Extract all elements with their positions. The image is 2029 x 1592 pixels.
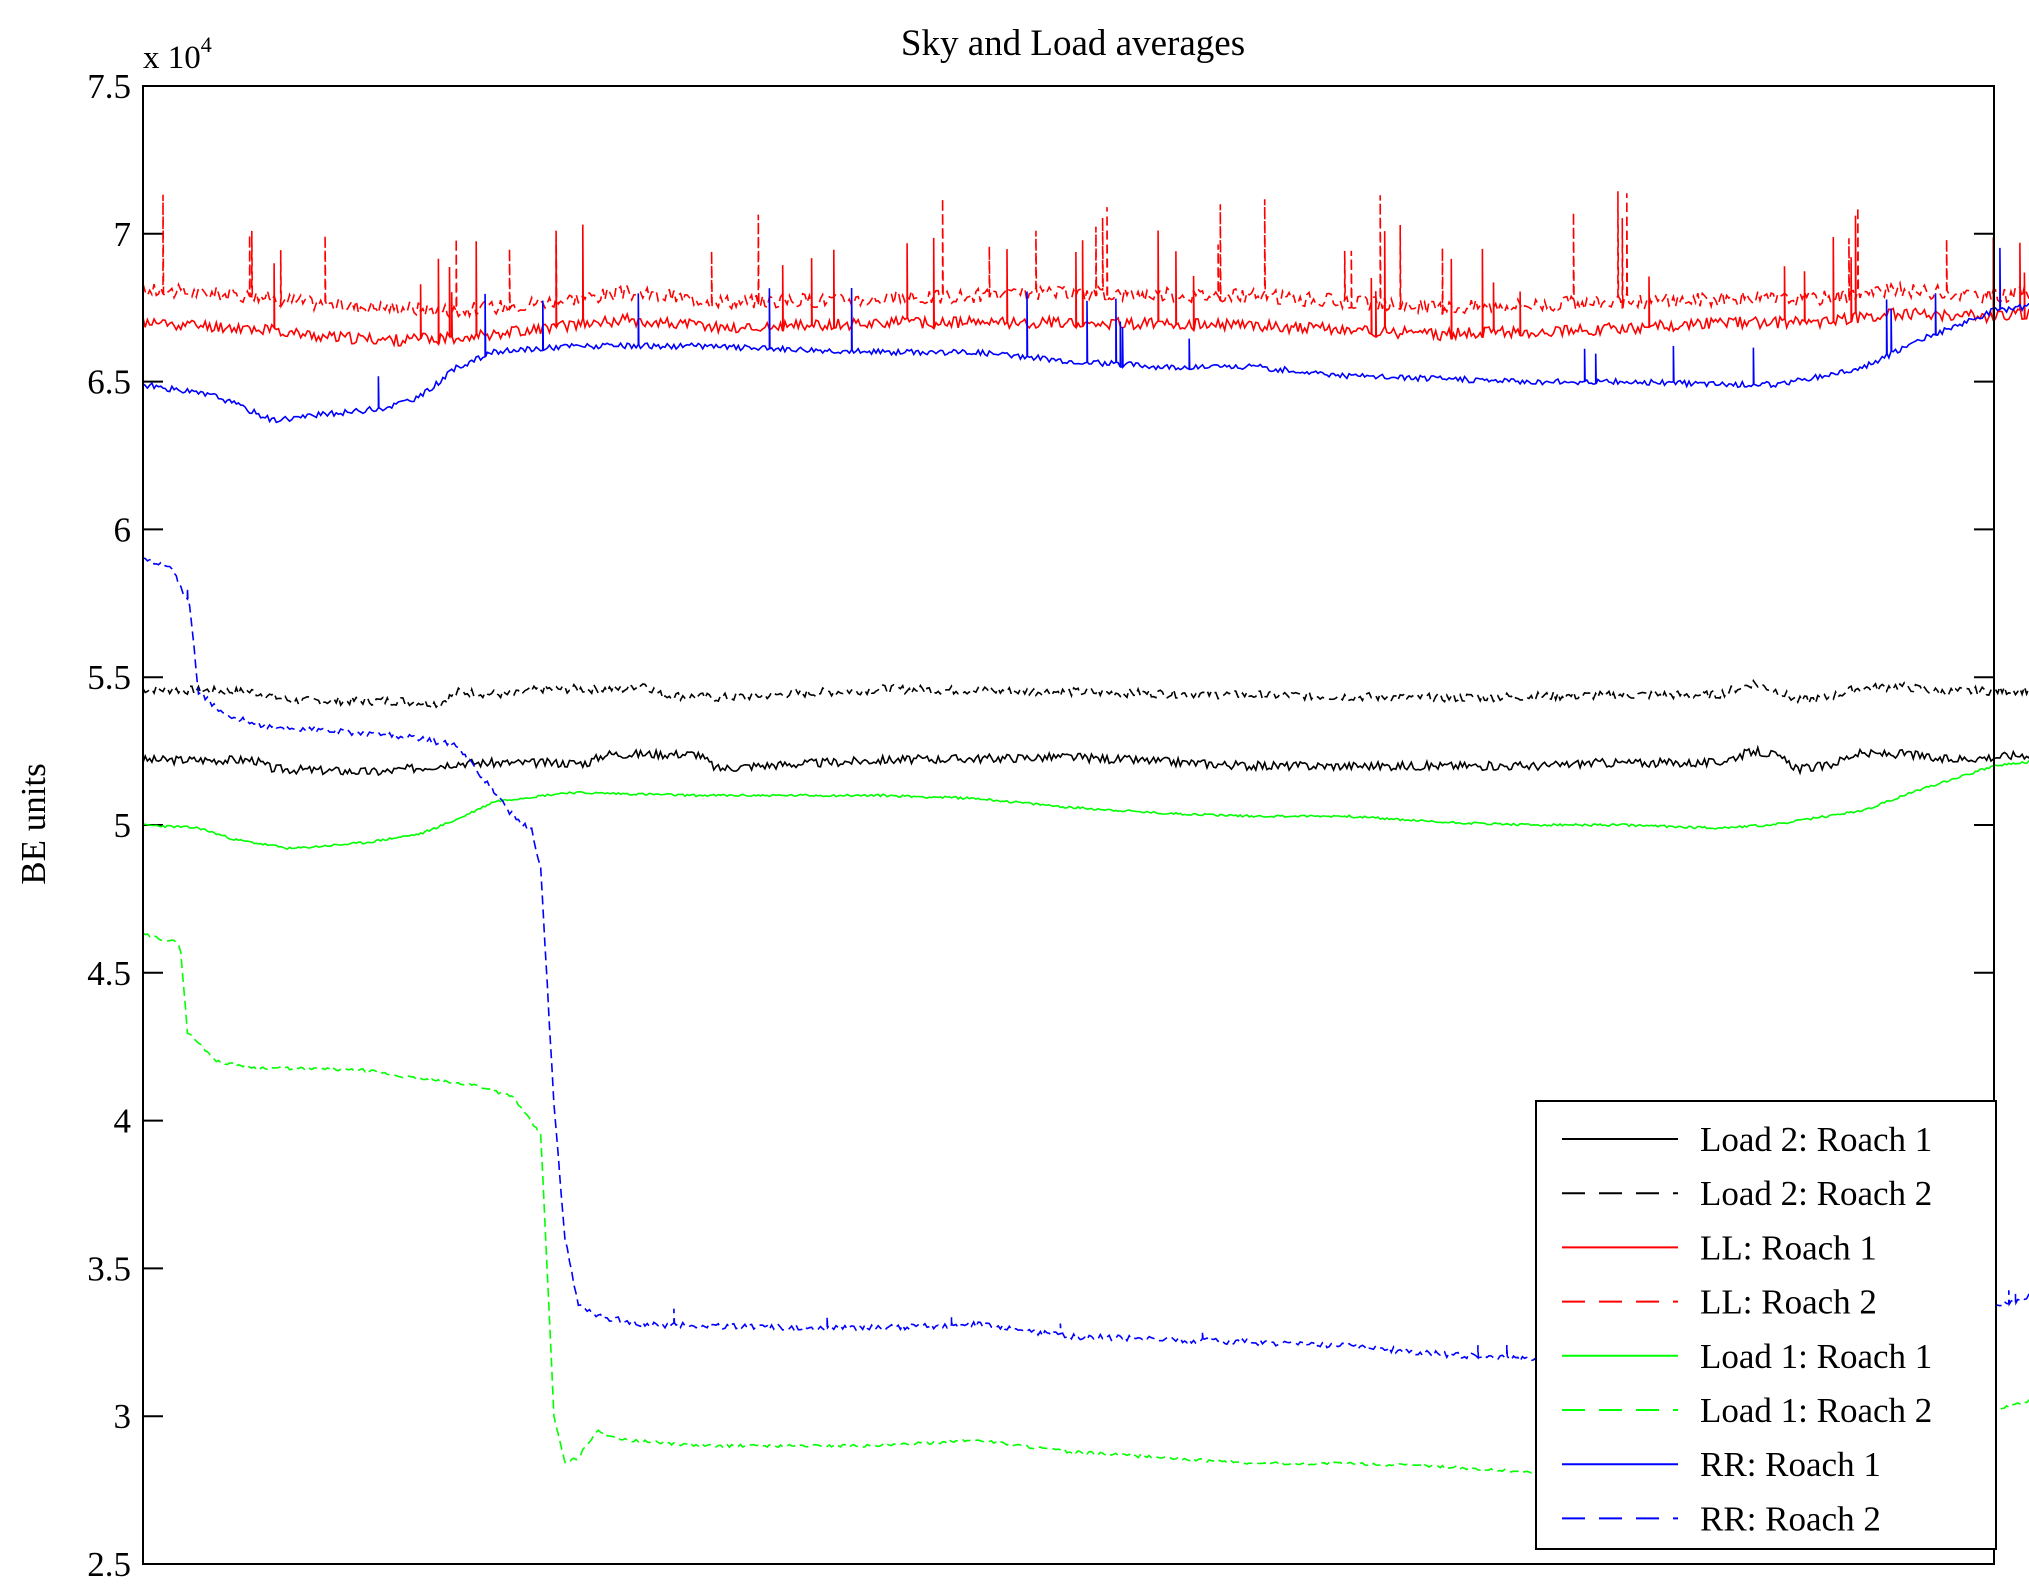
legend-label: Load 2: Roach 1 xyxy=(1700,1120,1932,1159)
y-tick-label: 5 xyxy=(114,806,132,845)
legend-label: Load 2: Roach 2 xyxy=(1700,1174,1932,1213)
y-axis-label: BE units xyxy=(14,763,53,885)
y-multiplier-base: x 10 xyxy=(143,40,201,76)
y-multiplier-label: x 104 xyxy=(143,32,212,76)
series-line-7 xyxy=(142,247,2029,424)
legend-label: Load 1: Roach 1 xyxy=(1700,1337,1932,1376)
series-line-2 xyxy=(142,678,2029,709)
series-line-5 xyxy=(142,760,2029,850)
y-tick-label: 7 xyxy=(114,215,132,254)
legend-label: LL: Roach 1 xyxy=(1700,1228,1877,1267)
series-line-4 xyxy=(142,191,2029,320)
legend-label: LL: Roach 2 xyxy=(1700,1283,1877,1322)
y-tick-label: 7.5 xyxy=(87,67,131,106)
plot-frame xyxy=(142,85,1995,1565)
chart-title: Sky and Load averages xyxy=(901,23,1245,64)
legend-box xyxy=(1535,1100,1997,1550)
y-multiplier-exponent: 4 xyxy=(201,32,212,57)
y-tick-label: 3 xyxy=(114,1397,132,1436)
legend: Load 2: Roach 1 Load 2: Roach 2 LL: Roach … xyxy=(1535,1100,1997,1550)
series-line-3 xyxy=(142,215,2029,348)
legend-label: Load 1: Roach 2 xyxy=(1700,1391,1932,1430)
y-tick-label: 5.5 xyxy=(87,658,131,697)
y-tick-label: 6 xyxy=(114,510,132,549)
y-tick-label: 3.5 xyxy=(87,1249,131,1288)
y-tick-label: 4.5 xyxy=(87,954,131,993)
y-tick-label: 4 xyxy=(114,1102,132,1141)
y-tick-label: 2.5 xyxy=(87,1545,131,1584)
legend-label: RR: Roach 1 xyxy=(1700,1445,1881,1484)
series-line-1 xyxy=(142,744,2029,777)
legend-label: RR: Roach 2 xyxy=(1700,1499,1881,1538)
y-tick-label: 6.5 xyxy=(87,363,131,402)
